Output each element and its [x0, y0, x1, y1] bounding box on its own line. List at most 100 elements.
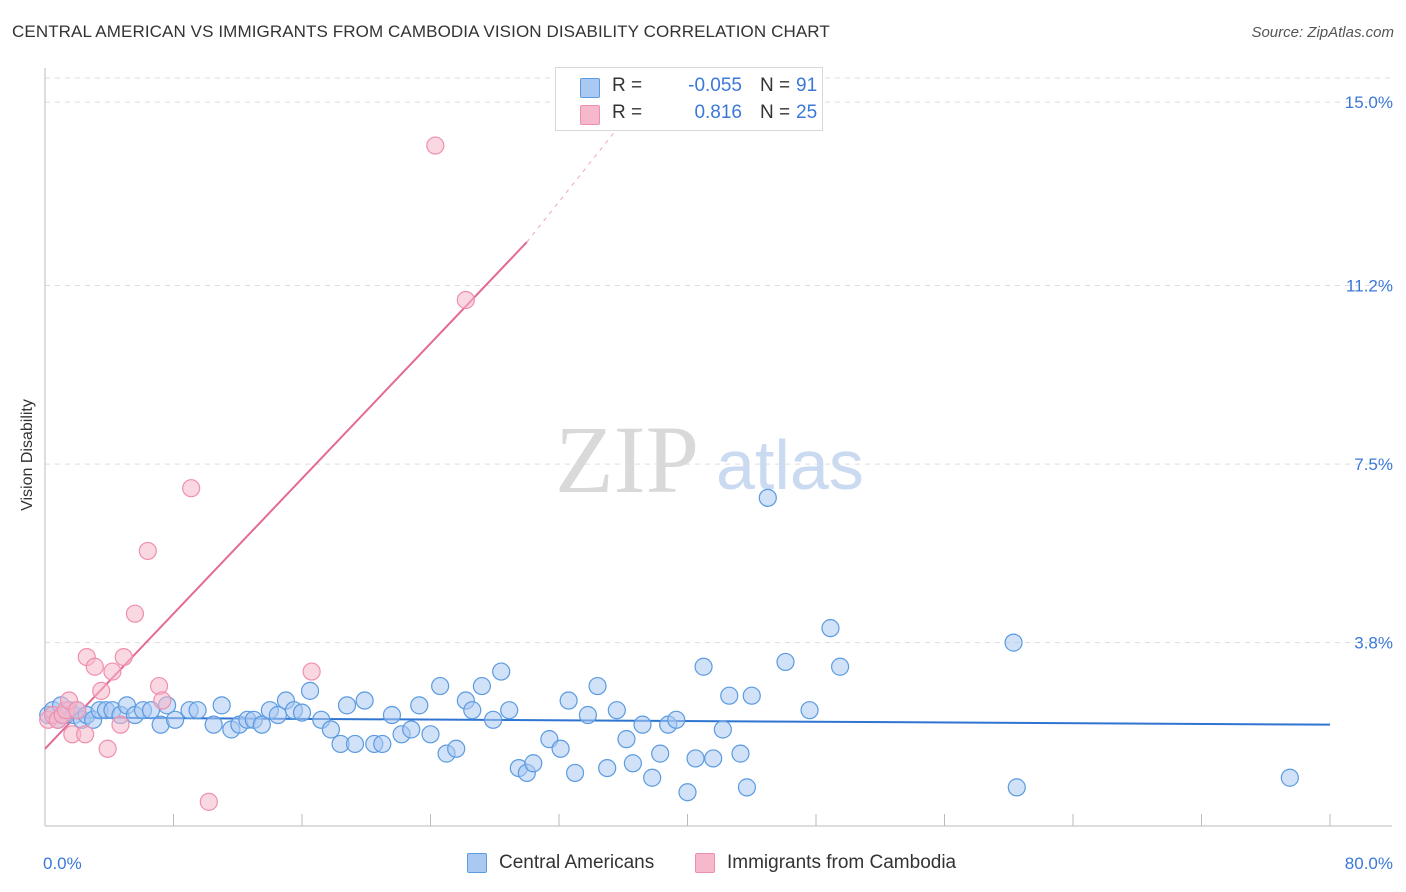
point-central-american [678, 783, 697, 802]
y-tick-label: 7.5% [1354, 455, 1393, 474]
legend-n-label: N = [760, 102, 791, 123]
legend-n-value: 91 [796, 75, 818, 96]
point-cambodia [92, 681, 111, 700]
bottom-legend-label: Central Americans [499, 852, 655, 873]
y-tick-label: 15.0% [1345, 93, 1393, 112]
legend-n-label: N = [760, 75, 791, 96]
point-central-american [578, 705, 598, 725]
point-central-american [598, 758, 617, 778]
y-tick-label: 11.2% [1346, 277, 1393, 296]
point-central-american [737, 778, 757, 797]
point-central-american [345, 734, 365, 754]
watermark-atlas: atlas [716, 426, 864, 504]
point-central-american [651, 744, 670, 763]
point-central-american [633, 715, 652, 734]
point-cambodia [153, 691, 172, 710]
point-central-american [382, 705, 402, 725]
point-central-american [421, 725, 440, 744]
point-cambodia [98, 739, 117, 758]
point-central-american [623, 754, 642, 773]
point-central-american [500, 701, 519, 720]
point-central-american [300, 681, 320, 700]
point-central-american [559, 691, 578, 710]
bottom-legend-swatch-blue [467, 853, 487, 873]
point-cambodia [456, 290, 475, 310]
point-cambodia [302, 662, 321, 681]
source-label: Source: ZipAtlas.com [1251, 24, 1394, 41]
legend-r-label: R = [612, 75, 643, 96]
legend-r-value: -0.055 [688, 75, 742, 96]
point-central-american [551, 739, 570, 758]
point-central-american [704, 749, 723, 768]
stats-legend: R = -0.055 N = 91 R = 0.816 N = 25 [555, 67, 823, 131]
point-cambodia [138, 541, 157, 561]
point-central-american [212, 696, 231, 715]
y-tick-label: 3.8% [1354, 634, 1393, 653]
bottom-legend-label: Immigrants from Cambodia [727, 852, 957, 873]
point-central-american [447, 739, 466, 758]
point-central-american [758, 488, 777, 507]
point-central-american [588, 676, 607, 696]
point-central-american [694, 657, 713, 676]
point-central-american [492, 662, 511, 681]
grid-lines [45, 77, 1392, 644]
point-cambodia [103, 662, 122, 681]
point-central-american [686, 749, 705, 768]
point-central-american [742, 686, 761, 705]
point-central-american [463, 701, 482, 720]
point-central-american [830, 657, 850, 676]
point-central-american [373, 734, 392, 754]
point-central-american [166, 710, 185, 729]
point-central-american [431, 676, 450, 696]
point-cambodia [426, 136, 445, 155]
bottom-legend-swatch-pink [695, 853, 715, 873]
point-central-american [1280, 768, 1299, 787]
point-central-american [643, 768, 662, 787]
chart-title: CENTRAL AMERICAN VS IMMIGRANTS FROM CAMB… [12, 22, 830, 41]
point-cambodia [182, 479, 201, 498]
point-central-american [484, 710, 503, 729]
point-cambodia [76, 725, 95, 744]
x-tick-label-min: 0.0% [43, 854, 82, 873]
point-central-american [565, 763, 585, 783]
point-central-american [402, 720, 421, 739]
point-central-american [720, 686, 739, 705]
point-central-american [1004, 633, 1023, 652]
point-central-american [355, 691, 374, 710]
point-central-american [188, 701, 207, 720]
watermark-zip: ZIP [555, 406, 699, 513]
data-points [39, 136, 1299, 811]
legend-r-label: R = [612, 102, 643, 123]
point-central-american [821, 619, 840, 638]
point-central-american [731, 744, 750, 763]
point-central-american [776, 652, 795, 672]
tick-labels: 3.8% 7.5% 11.2% 15.0% 0.0% 80.0% [43, 93, 1393, 873]
point-cambodia [111, 715, 130, 734]
trend-line-cambodia-extension [526, 130, 616, 243]
point-central-american [337, 696, 357, 715]
point-cambodia [114, 647, 133, 667]
point-central-american [667, 710, 686, 729]
point-central-american [713, 720, 732, 739]
point-cambodia [125, 604, 145, 623]
point-central-american [1007, 778, 1026, 797]
point-central-american [800, 701, 819, 720]
legend-swatch-pink [580, 105, 600, 125]
point-cambodia [68, 701, 87, 720]
point-cambodia [85, 657, 104, 676]
point-central-american [204, 715, 223, 734]
point-central-american [252, 715, 271, 734]
point-central-american [410, 696, 429, 715]
x-tick-label-max: 80.0% [1345, 854, 1393, 873]
point-central-american [321, 720, 341, 739]
point-central-american [292, 703, 312, 722]
axes [44, 68, 1392, 827]
point-central-american [607, 701, 626, 720]
watermark: ZIP atlas [555, 406, 864, 513]
legend-r-value: 0.816 [694, 102, 742, 123]
legend-n-value: 25 [796, 102, 818, 123]
point-central-american [617, 730, 636, 749]
point-central-american [524, 754, 543, 773]
legend-swatch-blue [580, 78, 600, 98]
